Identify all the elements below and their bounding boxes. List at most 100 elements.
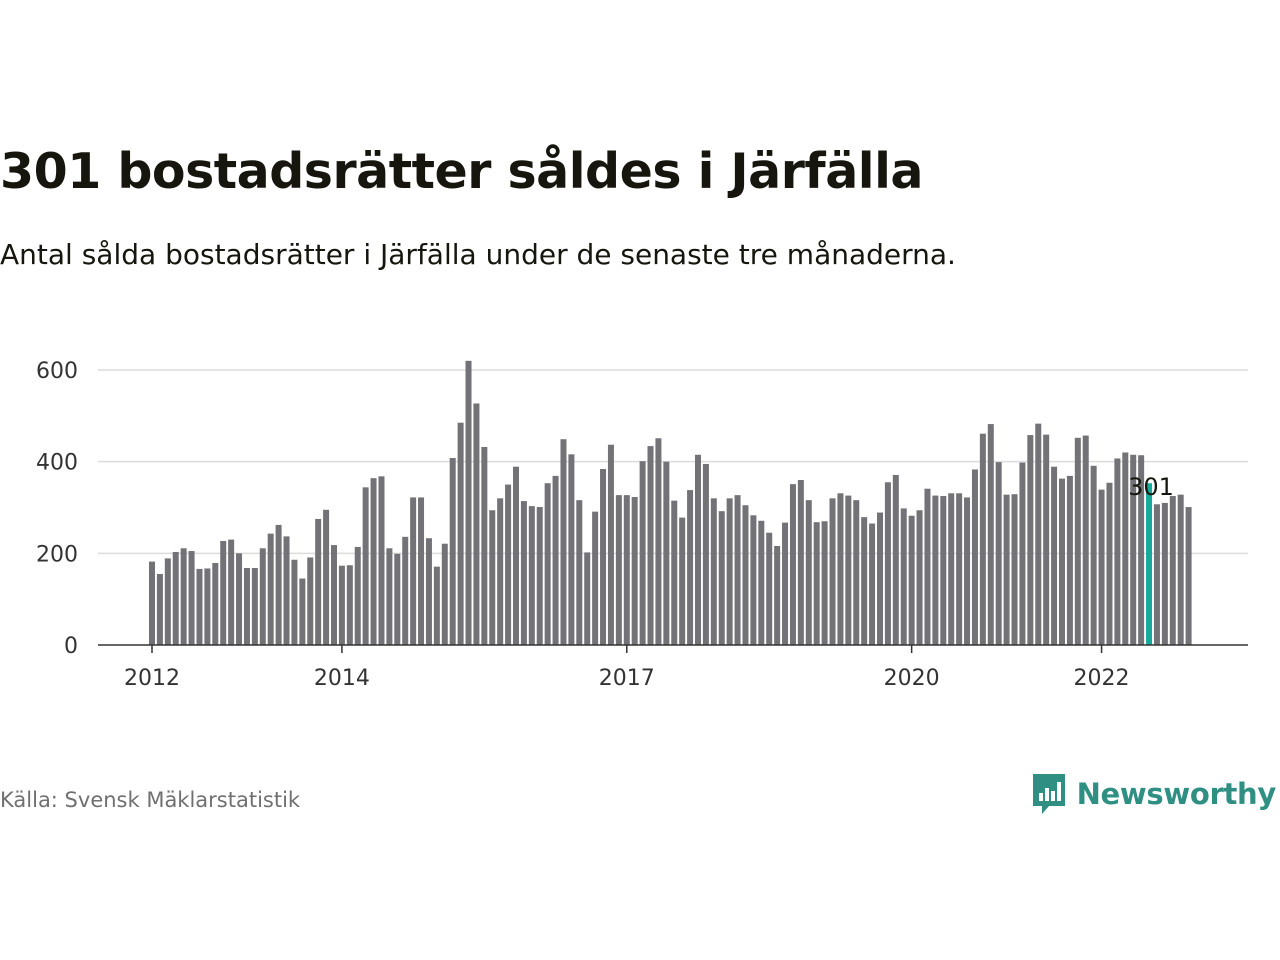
bar (418, 497, 425, 645)
bar (544, 483, 551, 645)
bar (1185, 507, 1192, 645)
bar (220, 540, 227, 645)
bar (663, 461, 670, 645)
bars (149, 360, 1192, 646)
bar (568, 454, 575, 645)
bar (948, 493, 955, 645)
bar (1106, 482, 1113, 645)
brand-name: Newsworthy (1076, 777, 1277, 811)
bar (1114, 458, 1121, 645)
bar (1122, 452, 1129, 645)
bar (1153, 504, 1160, 645)
bar (1027, 435, 1034, 645)
bar (964, 497, 971, 645)
bar (639, 461, 646, 645)
bar (845, 495, 852, 645)
bar (196, 568, 203, 645)
bar (766, 532, 773, 645)
bar (1177, 494, 1184, 645)
bar (600, 469, 607, 645)
bar (1035, 423, 1042, 646)
bar (410, 497, 417, 645)
bar (774, 546, 781, 645)
bar (204, 568, 211, 645)
bar (346, 565, 353, 645)
bar (1098, 489, 1105, 645)
bar (481, 447, 488, 645)
x-tick-label: 2014 (314, 666, 370, 691)
bar (497, 498, 504, 645)
bar (758, 520, 765, 645)
bar (916, 510, 923, 645)
bar (607, 444, 614, 645)
bar (900, 508, 907, 645)
bar (212, 562, 219, 645)
source-note: Källa: Svensk Mäklarstatistik (0, 788, 301, 812)
bar (315, 518, 322, 645)
bar (338, 565, 345, 645)
bar (275, 524, 282, 645)
bar (402, 536, 409, 645)
bar (702, 463, 709, 645)
bar (782, 522, 789, 646)
bar (671, 500, 678, 646)
x-axis-tick-labels: 2012 2014 2017 2020 2022 (124, 666, 1130, 691)
bar (362, 487, 369, 645)
bar (829, 498, 836, 645)
brand-logo: Newsworthy (1031, 772, 1276, 816)
bar (789, 484, 796, 646)
bar (370, 478, 377, 645)
bar (1019, 462, 1026, 645)
bar (877, 512, 883, 645)
bar (283, 536, 290, 646)
x-tick-label: 2012 (124, 666, 180, 691)
bar (971, 469, 978, 645)
bar-chart-speech-bubble-icon (1032, 774, 1065, 814)
bar (156, 573, 163, 645)
x-tick-label: 2022 (1074, 666, 1130, 691)
bar (172, 551, 179, 645)
bar (1074, 437, 1081, 645)
bar (1011, 494, 1018, 645)
bar (354, 546, 361, 645)
bar (687, 490, 694, 645)
bar (536, 507, 543, 645)
bar (378, 476, 385, 645)
bar (331, 545, 337, 645)
bar (1051, 466, 1058, 645)
bar (441, 543, 448, 645)
bar (291, 559, 298, 645)
bar-chart: 0 200 400 600 2012 2014 2017 2020 2022 301 (36, 359, 1248, 691)
bar (267, 533, 274, 646)
bar (457, 422, 464, 645)
bar (853, 500, 860, 645)
bar (1066, 475, 1073, 646)
bar (695, 454, 701, 645)
bar (1058, 478, 1065, 646)
bar (631, 496, 638, 645)
x-axis (98, 644, 1248, 653)
bar (805, 500, 812, 645)
bar (259, 548, 266, 645)
data-labels: 301 (1128, 473, 1174, 501)
bar (750, 515, 757, 645)
bar (386, 548, 393, 645)
bar (1043, 434, 1050, 646)
bar (734, 495, 741, 646)
bar (615, 495, 622, 646)
bar (1090, 465, 1097, 645)
bar (1003, 494, 1010, 645)
bar (869, 523, 876, 645)
bar (307, 557, 314, 645)
data-label-latest: 301 (1128, 473, 1174, 501)
bar (956, 493, 963, 645)
bar (908, 515, 915, 645)
bar (394, 553, 401, 645)
y-tick-label: 200 (36, 542, 78, 567)
bar (718, 511, 725, 645)
bar (513, 466, 519, 645)
page-title: 301 bostadsrätter såldes i Järfälla (0, 143, 923, 200)
bar (576, 500, 583, 645)
bar (449, 458, 456, 645)
bar (528, 506, 535, 646)
